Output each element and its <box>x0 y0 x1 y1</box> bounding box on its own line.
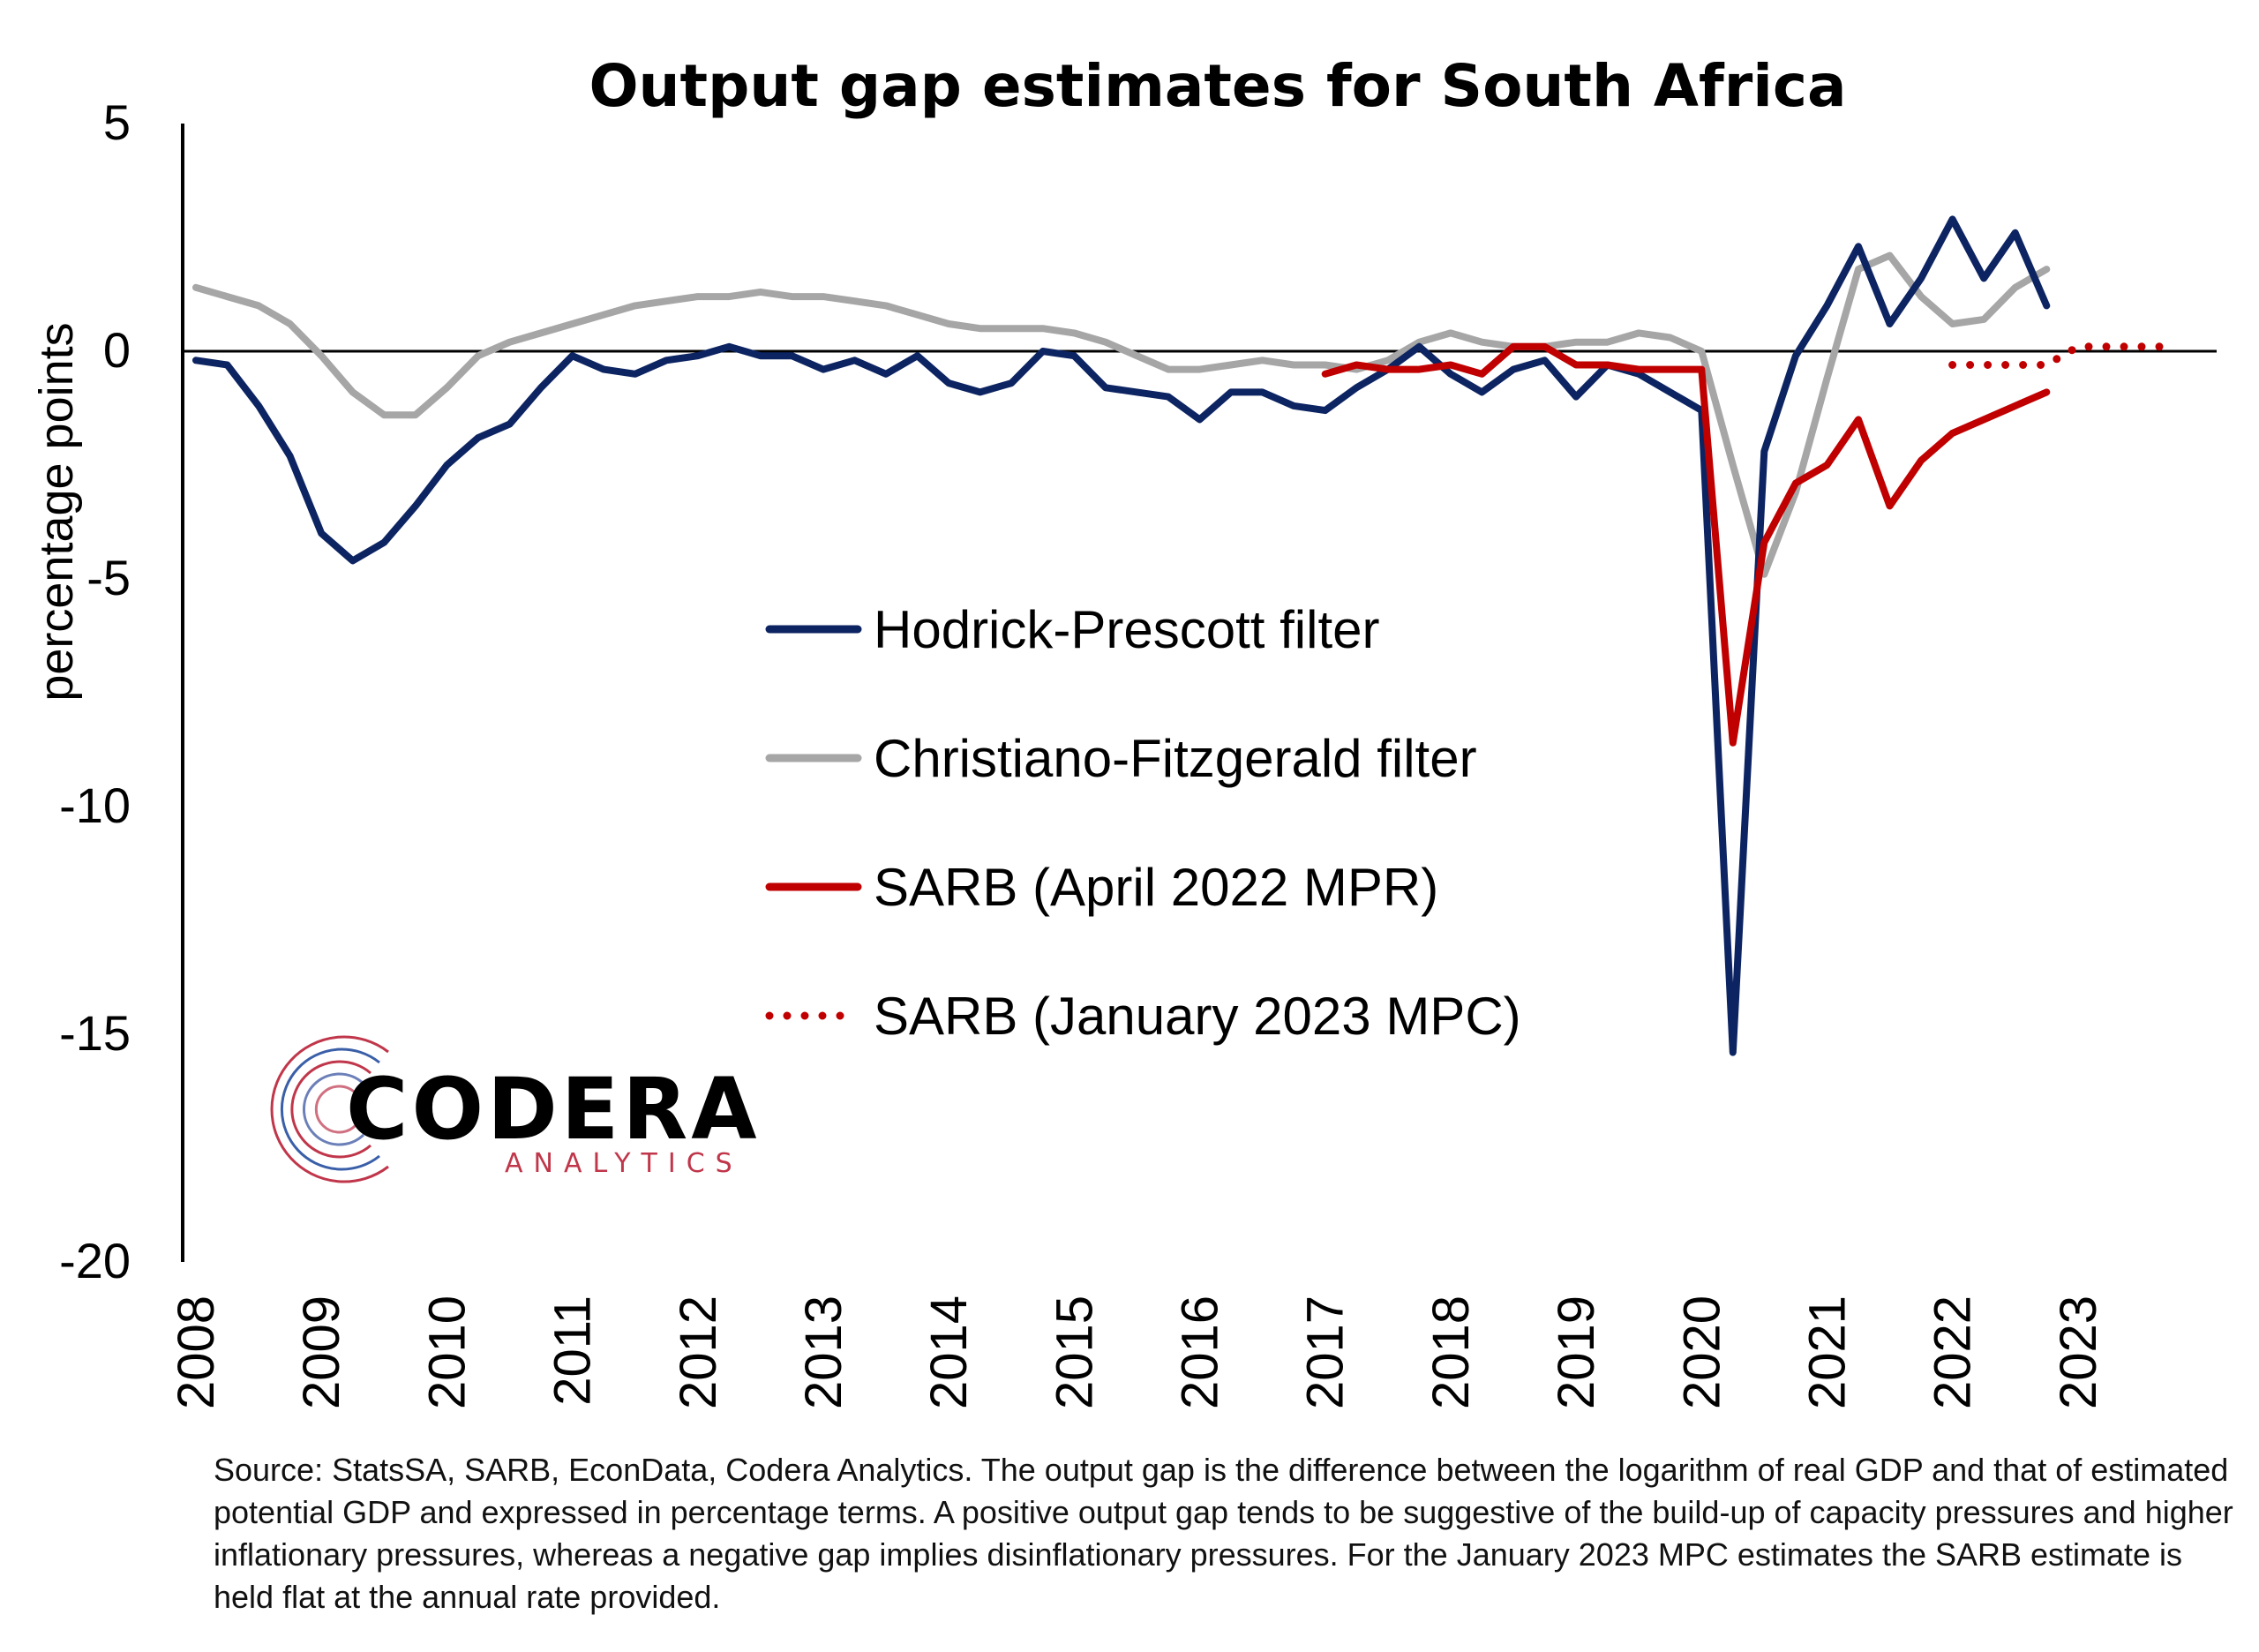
source-note: Source: StatsSA, SARB, EconData, Codera … <box>214 1452 2233 1615</box>
y-tick-label: -10 <box>59 777 131 833</box>
y-tick-label: 5 <box>103 94 131 150</box>
y-tick-label: -5 <box>86 550 131 605</box>
x-tick-label: 2014 <box>920 1295 978 1409</box>
x-tick-label: 2018 <box>1422 1295 1480 1409</box>
codera-logo: CODERA ANALYTICS <box>270 1035 761 1183</box>
y-axis-ticks: 5 0 -5 -10 -15 -20 <box>59 94 131 1288</box>
x-tick-label: 2009 <box>293 1295 350 1409</box>
y-tick-label: 0 <box>103 322 131 378</box>
y-tick-label: -20 <box>59 1233 131 1288</box>
series-layer <box>192 215 2176 1056</box>
x-tick-label: 2016 <box>1172 1295 1229 1409</box>
series-line-4 <box>1948 342 2176 369</box>
logo-tagline: ANALYTICS <box>505 1148 743 1179</box>
x-tick-label: 2023 <box>2050 1295 2107 1409</box>
legend: Hodrick-Prescott filter Christiano-Fitzge… <box>765 600 1521 1046</box>
x-tick-label: 2008 <box>168 1295 225 1409</box>
series-line-2 <box>192 252 2051 578</box>
x-tick-label: 2017 <box>1297 1295 1355 1409</box>
y-tick-label: -15 <box>59 1005 131 1061</box>
x-tick-label: 2011 <box>544 1295 602 1406</box>
x-tick-label: 2021 <box>1798 1295 1856 1409</box>
x-tick-label: 2015 <box>1046 1295 1103 1409</box>
y-axis-label: percentage points <box>30 322 83 701</box>
x-tick-label: 2020 <box>1673 1295 1730 1409</box>
x-axis-ticks: 2008 2009 2010 2011 2012 2013 2014 2015 2016 2017… <box>168 1295 2107 1409</box>
x-tick-label: 2022 <box>1925 1295 1982 1409</box>
logo-mark-icon <box>270 1035 389 1183</box>
x-tick-label: 2010 <box>418 1295 476 1409</box>
series-line-1 <box>192 215 2051 1056</box>
legend-label: SARB (January 2023 MPC) <box>874 987 1521 1046</box>
logo-name: CODERA <box>346 1060 761 1159</box>
x-tick-label: 2019 <box>1548 1295 1605 1409</box>
x-tick-label: 2013 <box>795 1295 852 1409</box>
legend-label: Hodrick-Prescott filter <box>874 600 1379 659</box>
legend-label: SARB (April 2022 MPR) <box>874 858 1438 917</box>
series-line-3 <box>1321 342 2051 747</box>
chart-title: Output gap estimates for South Africa <box>589 52 1846 120</box>
x-tick-label: 2012 <box>670 1295 727 1409</box>
legend-label: Christiano-Fitzgerald filter <box>874 729 1477 788</box>
